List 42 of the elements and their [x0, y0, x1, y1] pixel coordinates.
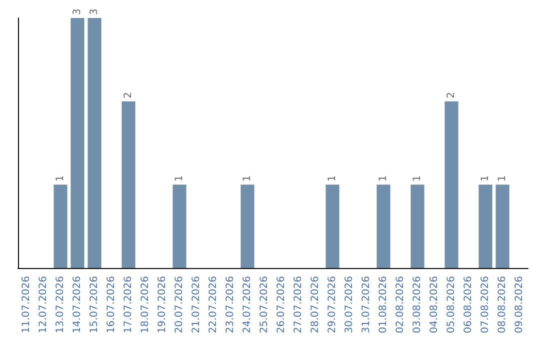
x-tick-label: 22.07.2026 [208, 276, 219, 334]
x-tick-label: 12.07.2026 [38, 276, 49, 334]
x-tick-label: 24.07.2026 [242, 276, 253, 334]
x-tick-label: 31.07.2026 [361, 276, 372, 334]
x-tick-label: 05.08.2026 [446, 276, 457, 334]
x-tick-label: 11.07.2026 [21, 276, 32, 334]
x-tick-label: 20.07.2026 [174, 276, 185, 334]
x-tick-label: 25.07.2026 [259, 276, 270, 334]
data-label: 1 [327, 175, 338, 182]
x-tick-label: 14.07.2026 [72, 276, 83, 334]
x-tick-label: 19.07.2026 [157, 276, 168, 334]
x-tick-label: 30.07.2026 [344, 276, 355, 334]
x-tick-label: 04.08.2026 [429, 276, 440, 334]
data-label: 1 [412, 175, 423, 182]
x-tick-label: 26.07.2026 [276, 276, 287, 334]
x-tick-label: 23.07.2026 [225, 276, 236, 334]
data-label: 1 [497, 175, 508, 182]
x-tick-label: 28.07.2026 [310, 276, 321, 334]
data-label: 2 [446, 92, 457, 98]
x-tick-label: 02.08.2026 [395, 276, 406, 334]
data-label: 2 [123, 92, 134, 98]
x-tick-label: 16.07.2026 [106, 276, 117, 334]
data-label: 3 [89, 8, 100, 15]
x-tick-label: 13.07.2026 [55, 276, 66, 334]
x-tick-label: 21.07.2026 [191, 276, 202, 334]
data-label: 1 [480, 175, 491, 182]
x-tick-label: 01.08.2026 [378, 276, 389, 334]
x-tick-label: 08.08.2026 [497, 276, 508, 334]
x-tick-label: 17.07.2026 [123, 276, 134, 334]
x-tick-label: 03.08.2026 [412, 276, 423, 334]
data-label: 1 [174, 175, 185, 182]
x-tick-label: 06.08.2026 [463, 276, 474, 334]
x-tick-label: 15.07.2026 [89, 276, 100, 334]
data-label: 1 [378, 175, 389, 182]
x-tick-label: 27.07.2026 [293, 276, 304, 334]
x-tick-label: 09.08.2026 [514, 276, 525, 334]
data-label: 1 [242, 175, 253, 182]
x-tick-label: 29.07.2026 [327, 276, 338, 334]
data-label: 3 [72, 8, 83, 15]
x-tick-label: 07.08.2026 [480, 276, 491, 334]
data-label: 1 [55, 175, 66, 182]
x-tick-label: 18.07.2026 [140, 276, 151, 334]
